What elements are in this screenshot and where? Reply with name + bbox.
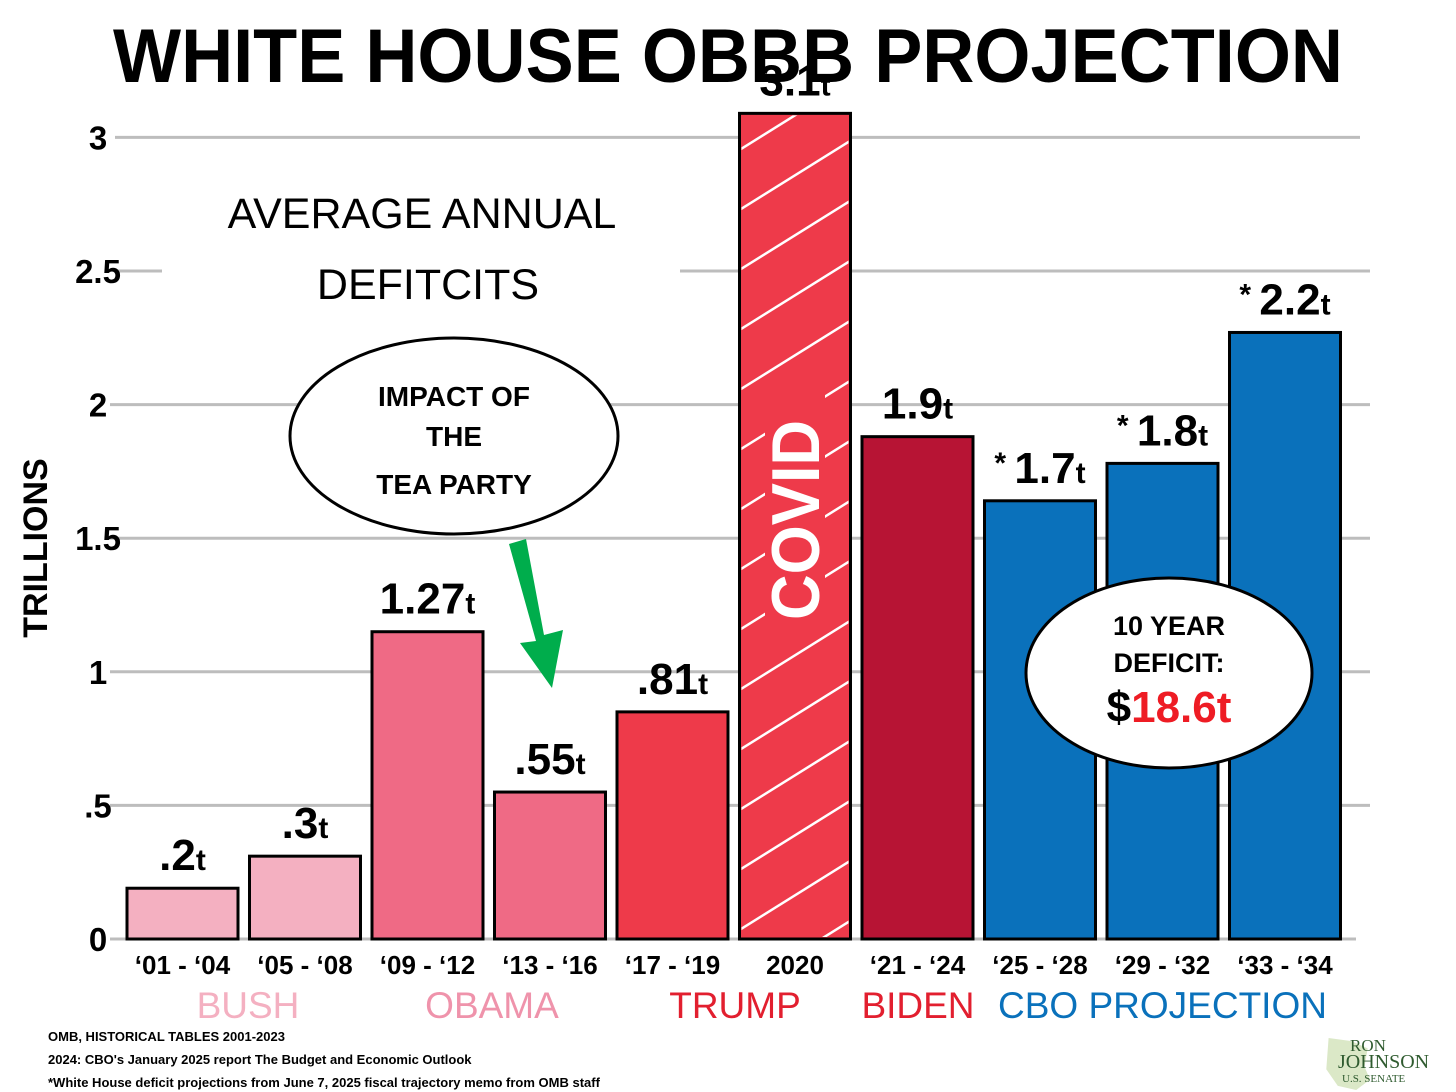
bar-value: 2.2 bbox=[1259, 275, 1320, 324]
bar-value-label: .3t bbox=[282, 799, 329, 848]
category-label: ‘33 - ‘34 bbox=[1237, 950, 1333, 980]
y-tick-label: 3 bbox=[89, 119, 107, 156]
bar-value: .2 bbox=[159, 831, 196, 880]
ten-year-value: 18.6t bbox=[1131, 683, 1232, 732]
down-arrow-icon bbox=[509, 539, 563, 688]
bar-value: 1.7 bbox=[1014, 444, 1075, 493]
bar-value: 3.1 bbox=[759, 56, 820, 105]
group-label: OBAMA bbox=[425, 985, 559, 1026]
bars: COVID bbox=[125, 111, 1342, 941]
ron-johnson-logo: RON JOHNSON U.S. SENATE bbox=[1318, 1036, 1448, 1090]
value-suffix: t bbox=[1321, 288, 1331, 321]
bar-value-label: * 2.2t bbox=[1239, 275, 1330, 324]
bar bbox=[125, 886, 240, 941]
y-tick-label: 1.5 bbox=[75, 520, 121, 557]
y-tick-label: 1 bbox=[89, 654, 107, 691]
ten-year-line-2: DEFICIT: bbox=[1114, 648, 1225, 678]
bar-value-label: 3.1t bbox=[759, 56, 830, 105]
logo-line-2: JOHNSON bbox=[1338, 1051, 1430, 1073]
projection-asterisk: * bbox=[1117, 409, 1137, 442]
bar bbox=[248, 854, 362, 941]
category-label: ‘13 - ‘16 bbox=[502, 950, 597, 980]
logo-line-1: RON bbox=[1350, 1036, 1386, 1055]
projection-asterisk: * bbox=[1239, 278, 1259, 311]
bar-value: 1.8 bbox=[1137, 406, 1198, 455]
value-suffix: t bbox=[1198, 419, 1208, 452]
bar bbox=[493, 790, 607, 941]
category-label: 2020 bbox=[766, 950, 824, 980]
category-label: ‘09 - ‘12 bbox=[380, 950, 475, 980]
tea-party-line-3: TEA PARTY bbox=[376, 469, 532, 500]
y-tick-label: 2.5 bbox=[75, 253, 121, 290]
category-label: ‘29 - ‘32 bbox=[1115, 950, 1210, 980]
bar bbox=[370, 630, 485, 941]
ten-year-line-1: 10 YEAR bbox=[1113, 611, 1225, 641]
group-label: TRUMP bbox=[669, 985, 801, 1026]
category-label: ‘05 - ‘08 bbox=[257, 950, 352, 980]
value-suffix: t bbox=[943, 393, 953, 426]
value-suffix: t bbox=[318, 812, 328, 845]
value-suffix: t bbox=[821, 69, 831, 102]
tea-party-callout: IMPACT OF THE TEA PARTY bbox=[288, 336, 620, 536]
projection-asterisk: * bbox=[994, 447, 1014, 480]
group-labels: BUSH OBAMA TRUMP BIDEN CBO PROJECTION bbox=[197, 985, 1327, 1026]
bar-value-label: .2t bbox=[159, 831, 206, 880]
bar-value: 1.27 bbox=[380, 575, 466, 624]
footnote-white-house: *White House deficit projections from Ju… bbox=[48, 1075, 600, 1090]
covid-annotation: COVID bbox=[758, 420, 834, 620]
bar-value: .3 bbox=[282, 799, 319, 848]
value-suffix: t bbox=[698, 668, 708, 701]
category-label: ‘25 - ‘28 bbox=[992, 950, 1087, 980]
category-label: ‘01 - ‘04 bbox=[135, 950, 231, 980]
footnote-source-cbo: 2024: CBO's January 2025 report The Budg… bbox=[48, 1052, 472, 1067]
y-tick-label: 2 bbox=[89, 387, 107, 424]
tea-party-line-2: THE bbox=[426, 421, 482, 452]
bar-value-label: 1.27t bbox=[380, 575, 476, 624]
covid-label-backdrop bbox=[765, 395, 825, 635]
value-suffix: t bbox=[465, 588, 475, 621]
bar-value: .55 bbox=[514, 735, 575, 784]
ten-year-currency: $ bbox=[1107, 683, 1131, 732]
logo-line-3: U.S. SENATE bbox=[1342, 1073, 1406, 1085]
category-label: ‘17 - ‘19 bbox=[625, 950, 720, 980]
group-label: BIDEN bbox=[861, 985, 974, 1026]
value-suffix: t bbox=[576, 748, 586, 781]
footnote-source-omb: OMB, HISTORICAL TABLES 2001-2023 bbox=[48, 1029, 285, 1044]
ten-year-ellipse bbox=[1024, 576, 1314, 770]
tea-party-ellipse bbox=[288, 336, 620, 536]
bar-value-label: * 1.7t bbox=[994, 444, 1085, 493]
y-tick-label: .5 bbox=[84, 787, 112, 824]
bar-value-label: 1.9t bbox=[882, 380, 953, 429]
y-tick-label: 0 bbox=[89, 921, 107, 958]
bar bbox=[615, 710, 730, 941]
y-tick-labels: 0 .5 1 1.5 2 2.5 3 bbox=[75, 119, 121, 958]
ten-year-deficit-callout: 10 YEAR DEFICIT: $18.6t bbox=[1024, 576, 1314, 770]
bar-value: .81 bbox=[637, 655, 698, 704]
group-label: CBO PROJECTION bbox=[998, 985, 1327, 1026]
chart-title: WHITE HOUSE OBBB PROJECTION bbox=[113, 14, 1343, 99]
y-axis-label: TRILLIONS bbox=[17, 458, 55, 637]
chart-subtitle-line-2: DEFITCITS bbox=[317, 261, 539, 309]
bar-value-label: .81t bbox=[637, 655, 708, 704]
bar bbox=[860, 435, 975, 941]
value-suffix: t bbox=[1076, 457, 1086, 490]
category-labels: ‘01 - ‘04 ‘05 - ‘08 ‘09 - ‘12 ‘13 - ‘16 ‘17 … bbox=[135, 950, 1333, 980]
category-label: ‘21 - ‘24 bbox=[870, 950, 966, 980]
ten-year-amount: $18.6t bbox=[1107, 683, 1232, 732]
value-suffix: t bbox=[196, 844, 206, 877]
tea-party-line-1: IMPACT OF bbox=[378, 381, 530, 412]
chart-subtitle-line-1: AVERAGE ANNUAL bbox=[228, 190, 617, 238]
bar-value-label: .55t bbox=[514, 735, 585, 784]
bar-value-label: * 1.8t bbox=[1117, 406, 1208, 455]
bar-value: 1.9 bbox=[882, 380, 943, 429]
group-label: BUSH bbox=[197, 985, 300, 1026]
